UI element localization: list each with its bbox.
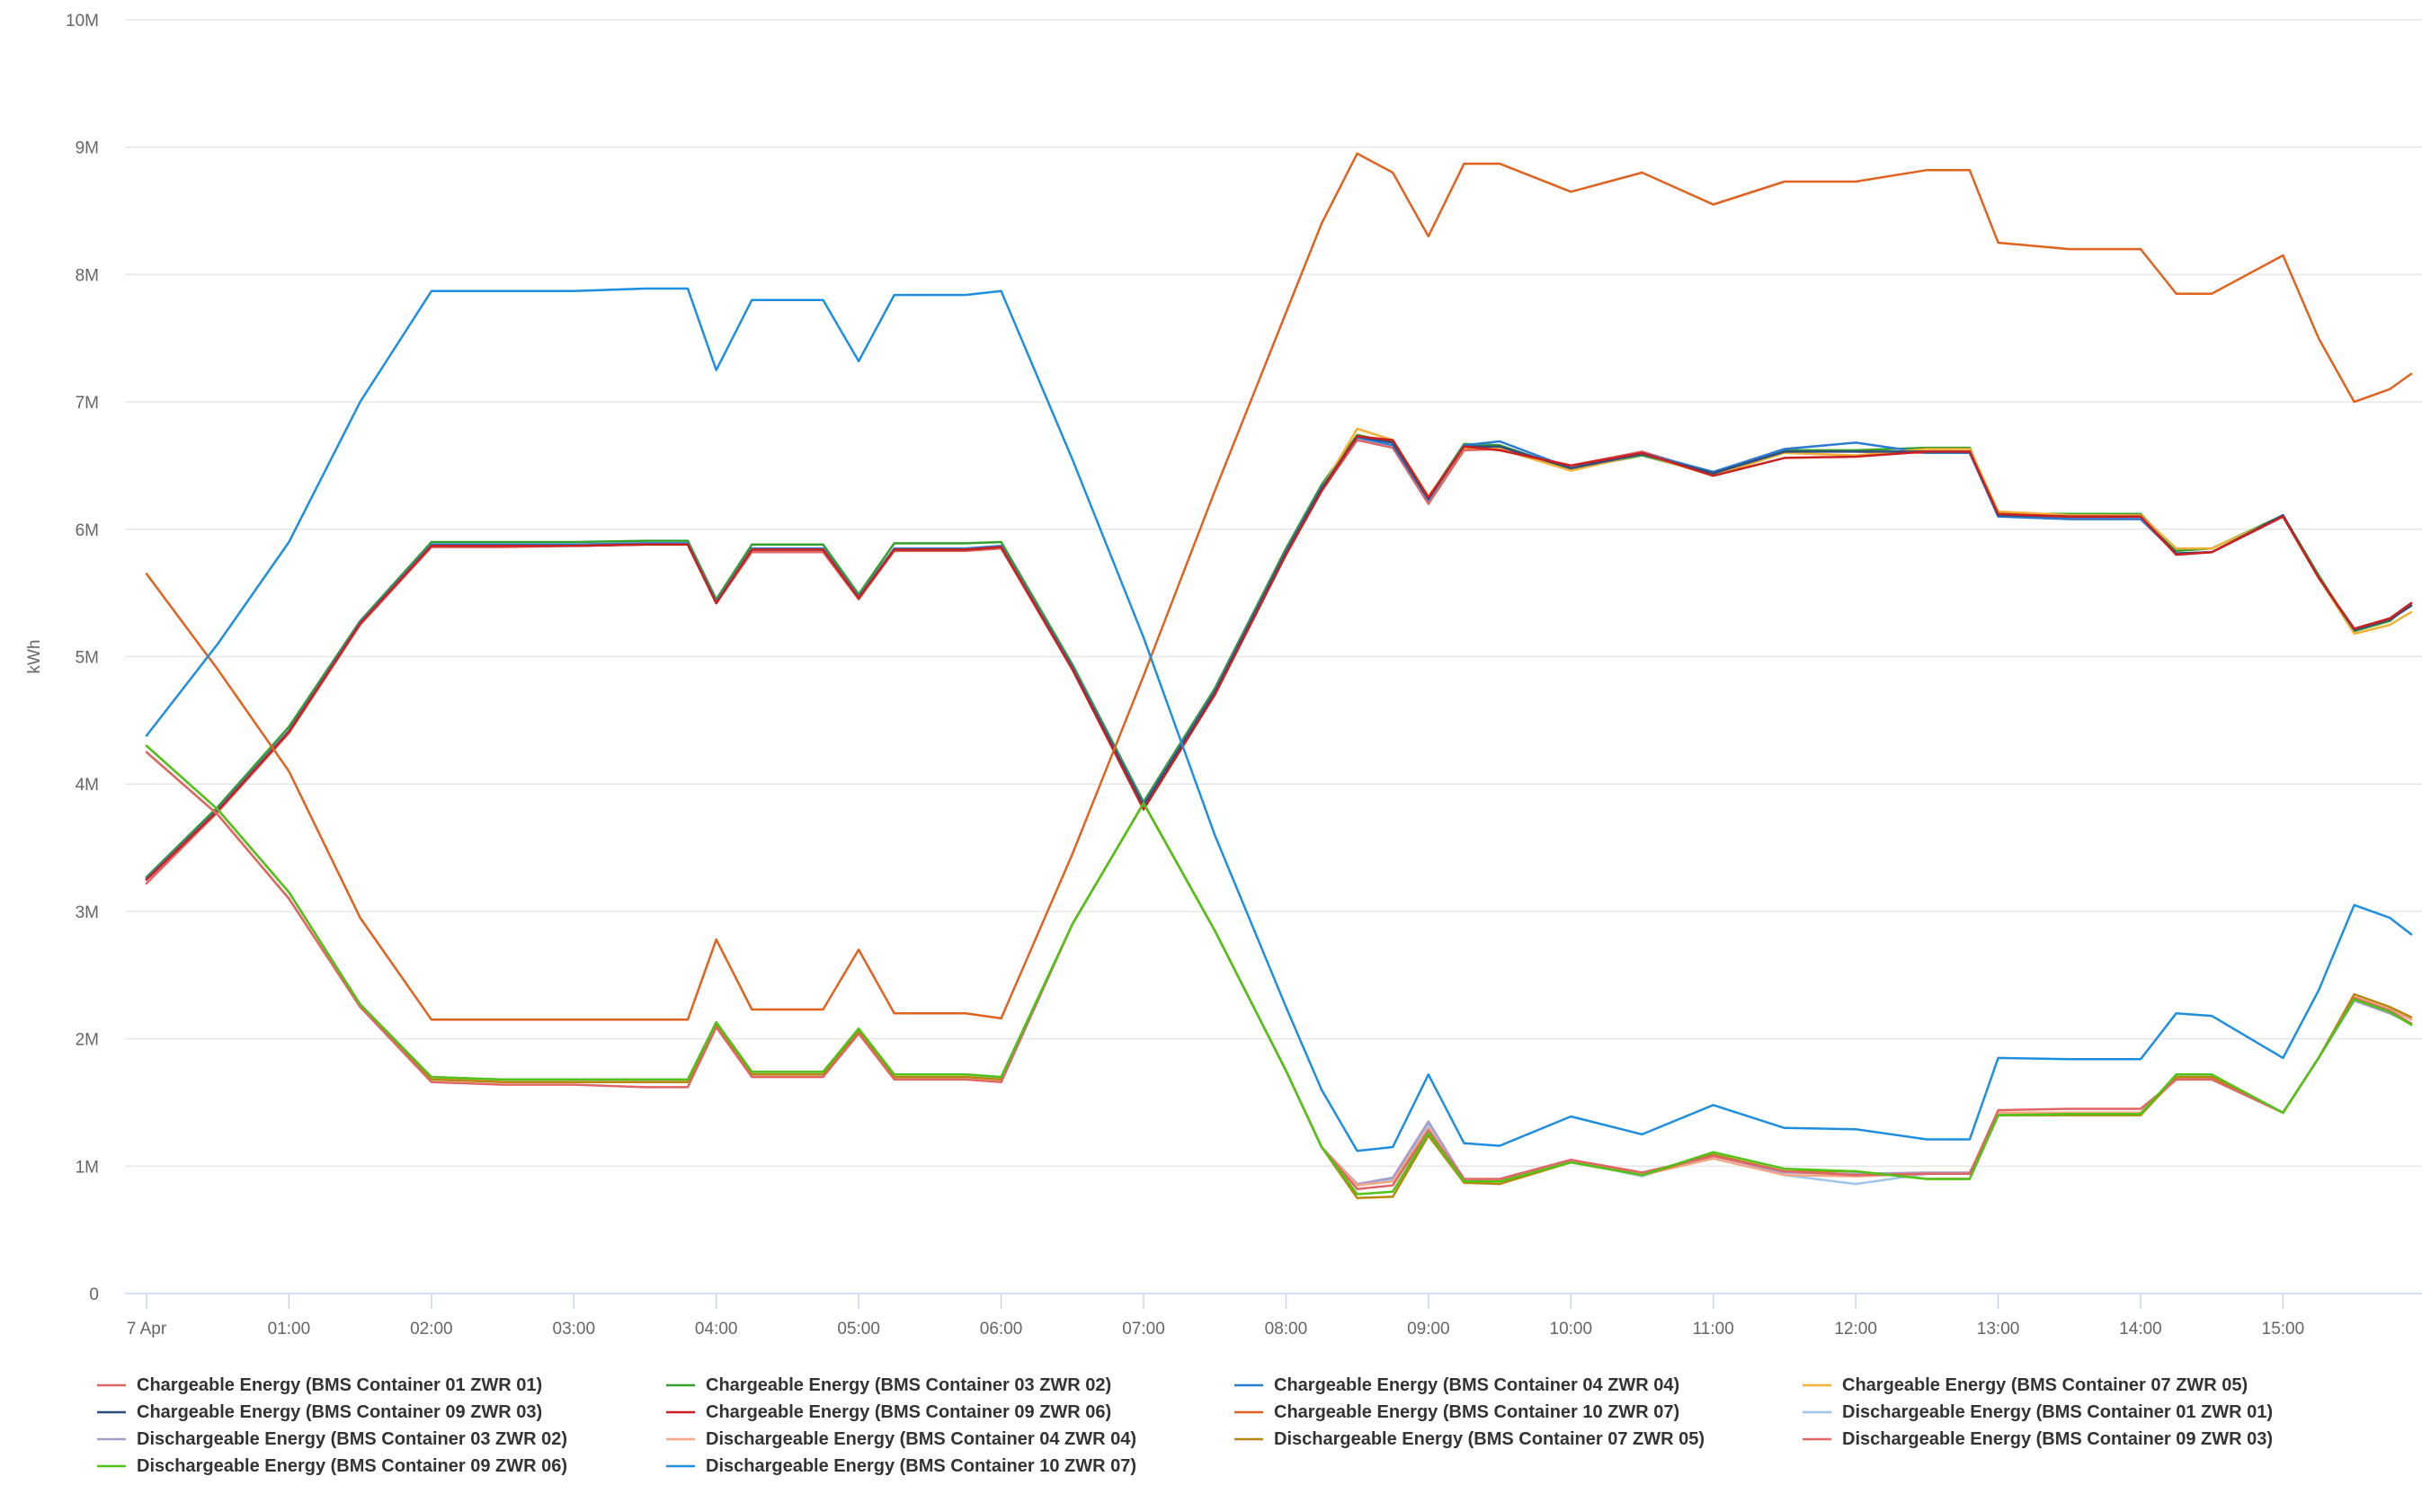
x-tick-label: 04:00	[695, 1320, 738, 1339]
series-lines	[145, 152, 2413, 1199]
x-tick-label: 09:00	[1407, 1320, 1450, 1339]
y-axis-title: kWh	[25, 640, 44, 674]
x-tick-label: 14:00	[2119, 1320, 2162, 1339]
legend-item[interactable]: Dischargeable Energy (BMS Container 10 Z…	[666, 1456, 1136, 1476]
x-tick-label: 06:00	[980, 1320, 1023, 1339]
legend-label: Dischargeable Energy (BMS Container 03 Z…	[137, 1429, 567, 1449]
x-tick-label: 05:00	[837, 1320, 880, 1339]
axes: 0 1M 2M 3M 4M 5M 6M 7M 8M 9M 10M kWh 7 Apr 01:00 02:00…	[25, 12, 2422, 1339]
legend-item[interactable]: Chargeable Energy (BMS Container 03 ZWR …	[666, 1375, 1111, 1395]
legend-label: Dischargeable Energy (BMS Container 09 Z…	[137, 1456, 567, 1476]
legend-item[interactable]: Dischargeable Energy (BMS Container 09 Z…	[97, 1456, 567, 1476]
series-line[interactable]	[145, 435, 2413, 881]
y-tick-label: 3M	[76, 903, 99, 922]
series-line[interactable]	[145, 751, 2413, 1191]
series-line[interactable]	[145, 287, 2413, 1152]
legend-item[interactable]: Chargeable Energy (BMS Container 07 ZWR …	[1803, 1375, 2248, 1395]
legend-label: Chargeable Energy (BMS Container 07 ZWR …	[1842, 1375, 2248, 1395]
legend-label: Chargeable Energy (BMS Container 04 ZWR …	[1274, 1375, 1679, 1395]
legend-label: Chargeable Energy (BMS Container 03 ZWR …	[706, 1375, 1111, 1395]
x-tick-label: 02:00	[410, 1320, 453, 1339]
legend-item[interactable]: Chargeable Energy (BMS Container 10 ZWR …	[1234, 1402, 1679, 1422]
series-line[interactable]	[145, 427, 2413, 881]
legend-label: Dischargeable Energy (BMS Container 09 Z…	[1842, 1429, 2273, 1449]
series-line[interactable]	[145, 744, 2413, 1187]
y-tick-label: 1M	[76, 1158, 99, 1177]
legend-item[interactable]: Chargeable Energy (BMS Container 09 ZWR …	[97, 1402, 542, 1422]
y-grid	[125, 19, 2422, 1168]
legend-item[interactable]: Chargeable Energy (BMS Container 04 ZWR …	[1234, 1375, 1679, 1395]
series-line[interactable]	[145, 744, 2413, 1187]
y-tick-label: 6M	[76, 521, 99, 540]
legend-item[interactable]: Dischargeable Energy (BMS Container 01 Z…	[1803, 1402, 2273, 1422]
x-tick-label: 11:00	[1693, 1320, 1734, 1339]
legend-label: Chargeable Energy (BMS Container 09 ZWR …	[137, 1402, 542, 1422]
x-tick-label: 08:00	[1265, 1320, 1308, 1339]
series-line[interactable]	[145, 433, 2413, 878]
legend-label: Chargeable Energy (BMS Container 10 ZWR …	[1274, 1402, 1679, 1422]
legend-item[interactable]: Dischargeable Energy (BMS Container 07 Z…	[1234, 1429, 1705, 1449]
x-tick-label: 01:00	[268, 1320, 311, 1339]
series-line[interactable]	[145, 435, 2413, 881]
y-tick-label: 8M	[76, 266, 99, 285]
legend-item[interactable]: Dischargeable Energy (BMS Container 09 Z…	[1803, 1429, 2273, 1449]
y-tick-label: 7M	[76, 394, 99, 413]
y-tick-label: 2M	[76, 1031, 99, 1050]
x-tick-label: 15:00	[2262, 1320, 2305, 1339]
legend: Chargeable Energy (BMS Container 01 ZWR …	[97, 1375, 2273, 1476]
legend-label: Dischargeable Energy (BMS Container 10 Z…	[706, 1456, 1136, 1476]
series-line[interactable]	[145, 439, 2413, 885]
legend-item[interactable]: Chargeable Energy (BMS Container 09 ZWR …	[666, 1402, 1111, 1422]
series-line[interactable]	[145, 152, 2413, 1021]
x-tick-label: 7 Apr	[127, 1320, 167, 1339]
x-tick-label: 03:00	[553, 1320, 596, 1339]
legend-item[interactable]: Chargeable Energy (BMS Container 01 ZWR …	[97, 1375, 542, 1395]
series-line[interactable]	[145, 744, 2413, 1196]
legend-label: Dischargeable Energy (BMS Container 04 Z…	[706, 1429, 1136, 1449]
legend-item[interactable]: Dischargeable Energy (BMS Container 03 Z…	[97, 1429, 567, 1449]
legend-label: Chargeable Energy (BMS Container 09 ZWR …	[706, 1402, 1111, 1422]
series-line[interactable]	[145, 436, 2413, 880]
legend-label: Dischargeable Energy (BMS Container 01 Z…	[1842, 1402, 2273, 1422]
x-tick-label: 12:00	[1834, 1320, 1877, 1339]
y-tick-label: 10M	[66, 12, 99, 31]
series-line[interactable]	[145, 751, 2413, 1199]
legend-label: Dischargeable Energy (BMS Container 07 Z…	[1274, 1429, 1705, 1449]
series-line[interactable]	[145, 744, 2413, 1186]
legend-label: Chargeable Energy (BMS Container 01 ZWR …	[137, 1375, 542, 1395]
y-tick-label: 0	[89, 1285, 99, 1304]
y-tick-label: 5M	[76, 649, 99, 668]
legend-item[interactable]: Dischargeable Energy (BMS Container 04 Z…	[666, 1429, 1136, 1449]
x-tick-label: 07:00	[1122, 1320, 1165, 1339]
x-tick-label: 10:00	[1550, 1320, 1593, 1339]
x-tick-label: 13:00	[1977, 1320, 2020, 1339]
y-tick-label: 4M	[76, 776, 99, 795]
y-tick-label: 9M	[76, 139, 99, 158]
